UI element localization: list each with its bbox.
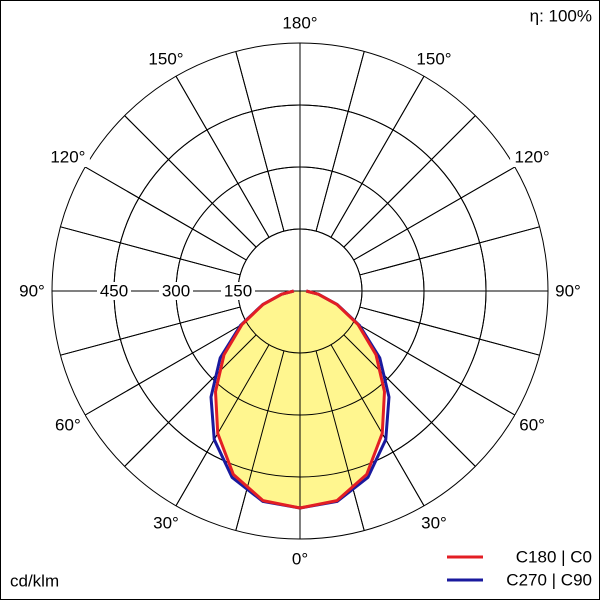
spoke	[359, 306, 540, 356]
label-bg	[97, 282, 131, 300]
spoke	[343, 115, 476, 248]
spoke	[330, 75, 425, 238]
label-bg	[278, 13, 322, 33]
spoke	[315, 51, 365, 232]
label-bg	[288, 549, 312, 569]
spoke	[359, 226, 540, 276]
angle-tick-label: 60°	[55, 415, 81, 434]
label-bg	[159, 282, 193, 300]
label-bg	[50, 415, 85, 435]
spoke	[124, 334, 257, 467]
label-bg	[417, 513, 451, 534]
spoke	[84, 166, 247, 261]
legend-label: C270 | C90	[506, 570, 592, 589]
angle-tick-label: 0°	[292, 549, 308, 568]
label-bg	[144, 48, 188, 69]
angle-tick-label: 30°	[421, 514, 447, 533]
spoke	[60, 226, 241, 276]
fill-area	[300, 291, 385, 508]
legend-label: C180 | C0	[516, 547, 592, 566]
label-bg	[15, 281, 49, 301]
spoke	[235, 51, 285, 232]
label-bg	[149, 513, 183, 534]
angle-tick-label: 120°	[50, 147, 85, 166]
angle-tick-label: 120°	[515, 147, 550, 166]
spoke	[343, 334, 476, 467]
angle-tick-label: 30°	[153, 514, 179, 533]
r-tick-label: 150	[224, 281, 252, 300]
spoke	[175, 75, 270, 238]
spoke	[330, 344, 425, 507]
marks	[52, 43, 548, 539]
spoke	[353, 166, 516, 261]
label-bg	[221, 282, 255, 300]
angle-tick-label: 180°	[282, 13, 317, 32]
spoke	[235, 350, 285, 531]
labels: 150 300 450 0° 30° 30° 60° 60° 90° 90° 120° 120° 150…	[15, 13, 592, 589]
spoke	[315, 350, 365, 531]
label-bg	[515, 415, 550, 435]
spoke	[84, 321, 247, 416]
fill-area	[215, 291, 300, 508]
unit-label: cd/klm	[10, 571, 59, 590]
label-bg	[412, 48, 456, 69]
angle-tick-label: 150°	[416, 49, 451, 68]
efficiency-label: η: 100%	[530, 6, 592, 25]
r-tick-label: 450	[100, 281, 128, 300]
label-bg	[551, 281, 585, 301]
spoke	[60, 306, 241, 356]
angle-tick-label: 60°	[519, 415, 545, 434]
r-tick-label: 300	[162, 281, 190, 300]
label-bg	[510, 147, 555, 167]
curve	[299, 289, 386, 510]
spoke	[353, 321, 516, 416]
curve	[214, 289, 301, 510]
angle-tick-label: 150°	[148, 49, 183, 68]
angle-tick-label: 90°	[19, 281, 45, 300]
spoke	[124, 115, 257, 248]
label-bg	[45, 147, 90, 167]
spoke	[175, 344, 270, 507]
angle-tick-label: 90°	[555, 281, 581, 300]
